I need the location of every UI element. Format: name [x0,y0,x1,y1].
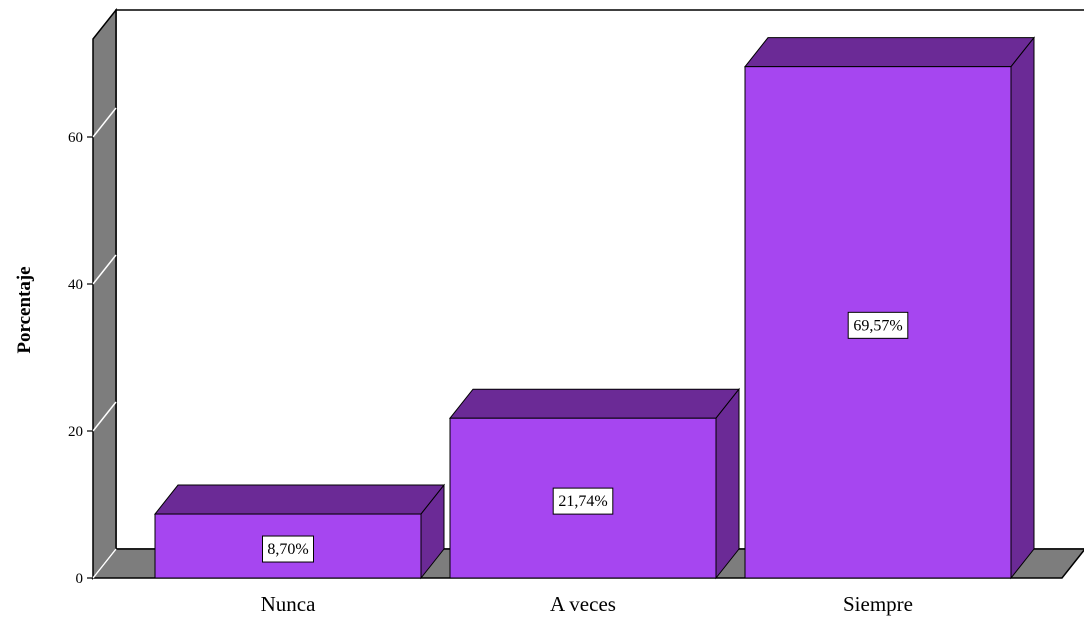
x-tick-label: Nunca [261,592,316,616]
bar: 69,57% [743,36,1036,580]
bar-top [448,388,741,419]
data-label-box [262,535,314,563]
data-label-box [552,487,614,515]
data-label: 8,70% [267,541,308,558]
y-gridline [92,107,117,138]
y-tick-label: 20 [68,424,83,440]
left-wall [92,7,117,581]
y-gridline [92,548,117,579]
y-axis: 0 20 40 60 [68,107,117,587]
y-tick-label: 40 [68,277,83,293]
bar-side [715,387,740,580]
y-axis-label: Porcentaje [14,266,35,353]
bar: 8,70% [153,483,446,580]
y-gridline [92,401,117,432]
data-label-box [847,311,909,339]
x-axis: Nunca A veces Siempre [261,592,913,616]
x-tick-label: Siempre [843,592,913,616]
x-tick-label: A veces [550,592,616,616]
data-label: 69,57% [853,317,902,334]
y-tick-label: 0 [76,571,84,587]
bar: 21,74% [448,387,741,580]
bars: 8,70% 21,74% 69,57% [153,36,1036,580]
data-label: 21,74% [558,493,607,510]
y-tick-label: 60 [68,130,83,146]
y-gridline [92,254,117,285]
bar-top [743,37,1036,68]
bar-top [153,484,446,515]
bar-side [1010,36,1035,580]
